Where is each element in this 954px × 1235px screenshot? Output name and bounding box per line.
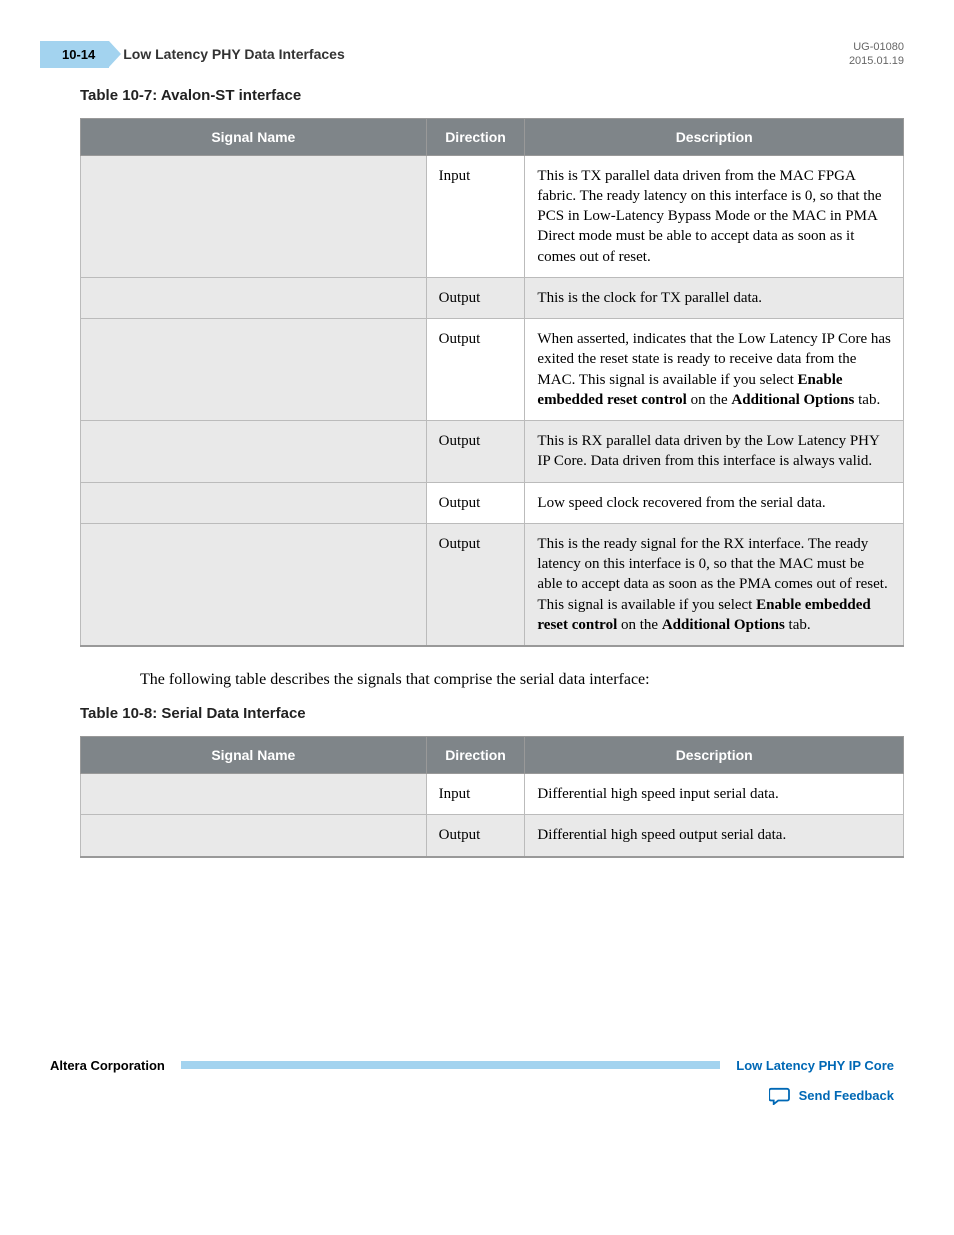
cell-direction: Output — [426, 319, 525, 421]
cell-direction: Input — [426, 774, 525, 815]
col-header-direction: Direction — [426, 737, 525, 774]
table-row: OutputThis is the ready signal for the R… — [81, 523, 904, 646]
table-row: OutputDifferential high speed output ser… — [81, 815, 904, 857]
page-footer: Altera Corporation Low Latency PHY IP Co… — [40, 1058, 904, 1105]
col-header-direction: Direction — [426, 118, 525, 155]
footer-corp: Altera Corporation — [50, 1058, 165, 1073]
cell-direction: Output — [426, 523, 525, 646]
doc-date: 2015.01.19 — [849, 54, 904, 68]
cell-description: Differential high speed output serial da… — [525, 815, 904, 857]
serial-data-table: Signal Name Direction Description InputD… — [80, 736, 904, 858]
table-title-1: Table 10-7: Avalon-ST interface — [80, 87, 904, 104]
cell-direction: Input — [426, 155, 525, 277]
cell-signal-name — [81, 815, 427, 857]
cell-signal-name — [81, 319, 427, 421]
cell-description: This is TX parallel data driven from the… — [525, 155, 904, 277]
cell-direction: Output — [426, 277, 525, 318]
table-row: OutputLow speed clock recovered from the… — [81, 482, 904, 523]
page-number-tab: 10-14 — [40, 41, 109, 68]
avalon-st-table: Signal Name Direction Description InputT… — [80, 118, 904, 648]
cell-description: Differential high speed input serial dat… — [525, 774, 904, 815]
cell-signal-name — [81, 155, 427, 277]
col-header-signal: Signal Name — [81, 737, 427, 774]
table-row: InputThis is TX parallel data driven fro… — [81, 155, 904, 277]
table-row: OutputThis is the clock for TX parallel … — [81, 277, 904, 318]
table-row: OutputWhen asserted, indicates that the … — [81, 319, 904, 421]
cell-signal-name — [81, 421, 427, 483]
col-header-signal: Signal Name — [81, 118, 427, 155]
cell-direction: Output — [426, 815, 525, 857]
cell-description: This is the ready signal for the RX inte… — [525, 523, 904, 646]
cell-description: This is RX parallel data driven by the L… — [525, 421, 904, 483]
table-title-2: Table 10-8: Serial Data Interface — [80, 705, 904, 722]
table-row: OutputThis is RX parallel data driven by… — [81, 421, 904, 483]
header-title: Low Latency PHY Data Interfaces — [123, 46, 344, 62]
cell-signal-name — [81, 774, 427, 815]
cell-direction: Output — [426, 482, 525, 523]
cell-direction: Output — [426, 421, 525, 483]
doc-id: UG-01080 — [849, 40, 904, 54]
cell-signal-name — [81, 482, 427, 523]
col-header-description: Description — [525, 118, 904, 155]
cell-description: Low speed clock recovered from the seria… — [525, 482, 904, 523]
footer-ip-core-link[interactable]: Low Latency PHY IP Core — [736, 1058, 894, 1073]
send-feedback-link[interactable]: Send Feedback — [799, 1088, 894, 1103]
inter-paragraph: The following table describes the signal… — [140, 671, 904, 689]
header-left: 10-14 Low Latency PHY Data Interfaces — [40, 41, 345, 68]
col-header-description: Description — [525, 737, 904, 774]
feedback-icon[interactable] — [769, 1087, 791, 1105]
cell-signal-name — [81, 523, 427, 646]
cell-signal-name — [81, 277, 427, 318]
header-right: UG-01080 2015.01.19 — [849, 40, 904, 69]
table-row: InputDifferential high speed input seria… — [81, 774, 904, 815]
page-header: 10-14 Low Latency PHY Data Interfaces UG… — [40, 40, 904, 69]
cell-description: When asserted, indicates that the Low La… — [525, 319, 904, 421]
footer-bar — [181, 1061, 720, 1069]
cell-description: This is the clock for TX parallel data. — [525, 277, 904, 318]
